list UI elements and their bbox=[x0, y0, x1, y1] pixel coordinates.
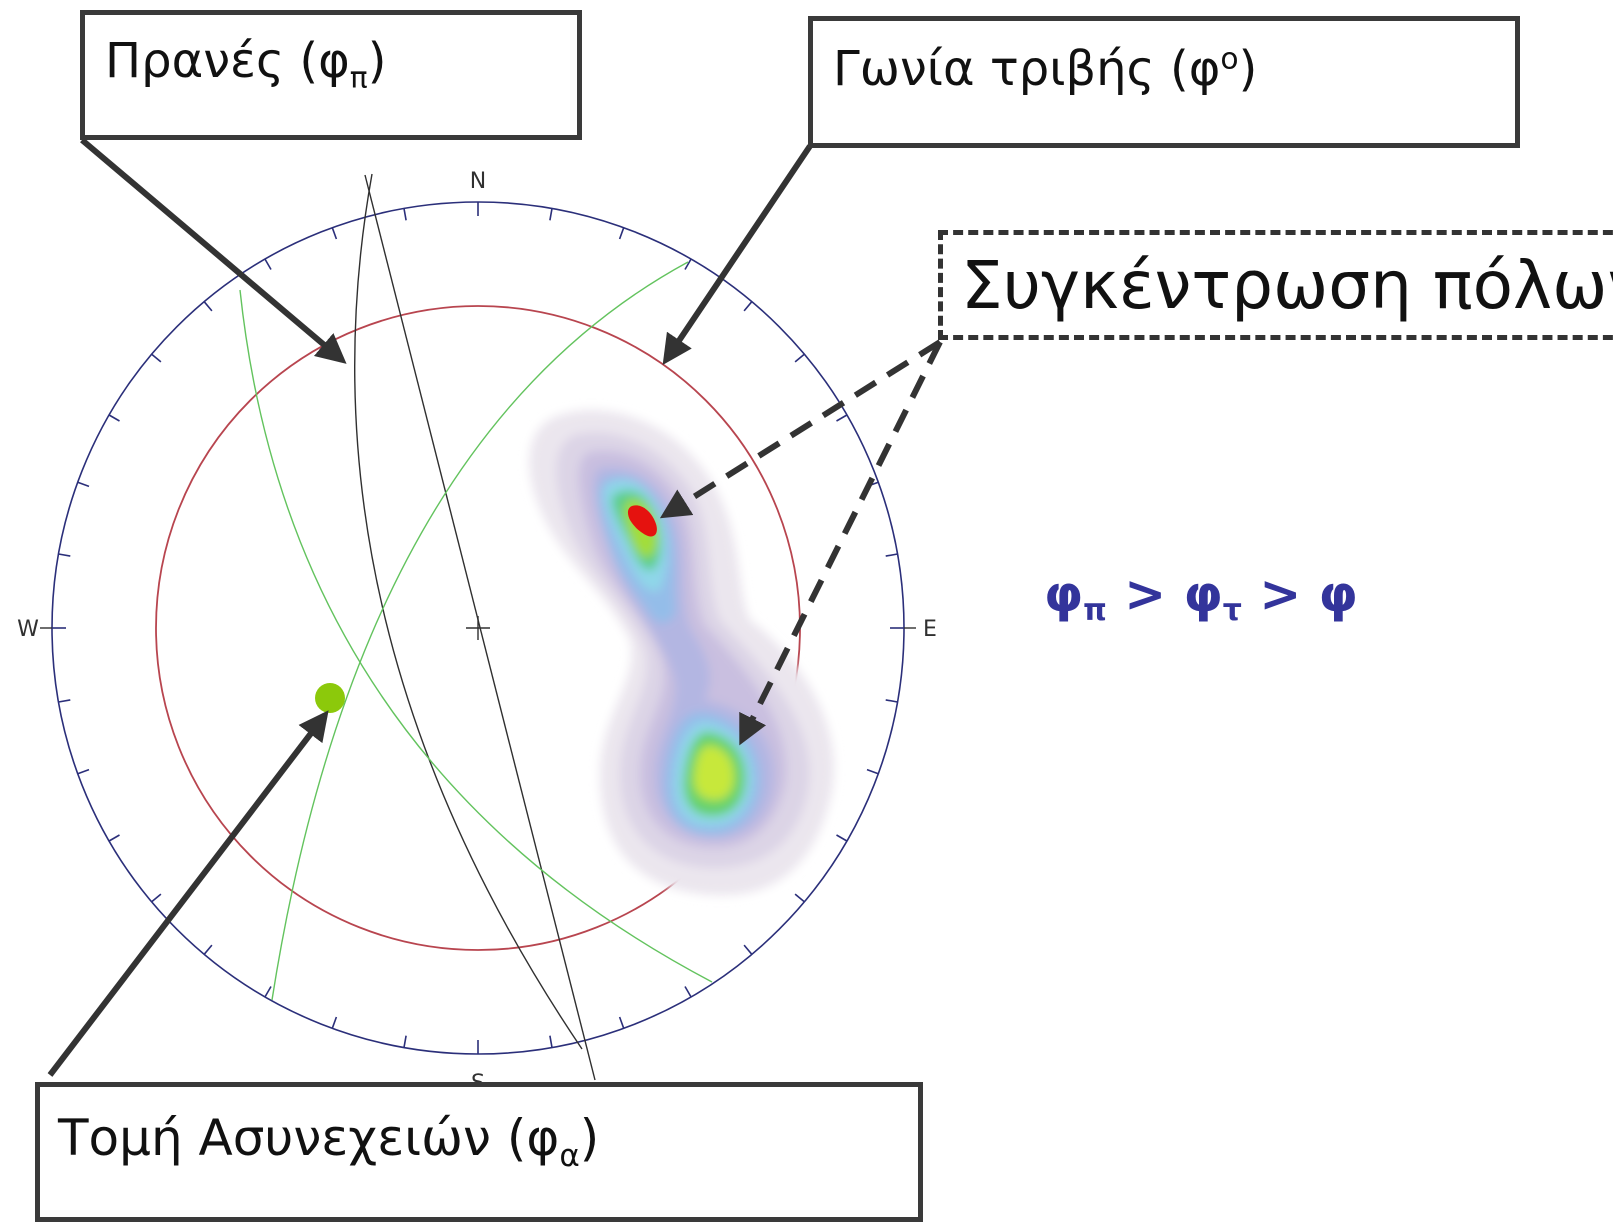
azimuth-tick bbox=[331, 227, 338, 240]
relation-sub-tau: τ bbox=[1222, 593, 1242, 628]
azimuth-ticks bbox=[52, 202, 904, 1054]
slope-label-suffix: ) bbox=[367, 33, 387, 89]
relation-sub-pi: π bbox=[1083, 593, 1107, 628]
azimuth-tick bbox=[264, 986, 272, 998]
pole-concentration-label-box: Συγκέντρωση πόλων bbox=[938, 230, 1613, 340]
azimuth-tick bbox=[108, 834, 120, 842]
azimuth-tick bbox=[264, 258, 272, 270]
pole-concentration-label-text: Συγκέντρωση πόλων bbox=[961, 247, 1613, 324]
slope-label-text: Πρανές (φ bbox=[105, 33, 350, 89]
azimuth-tick bbox=[618, 227, 625, 240]
azimuth-tick bbox=[403, 208, 407, 221]
azimuth-tick bbox=[794, 353, 805, 363]
north-label: N bbox=[470, 169, 486, 194]
west-label: W bbox=[17, 617, 39, 642]
azimuth-tick bbox=[743, 301, 753, 312]
intersection-label-text: Τομή Ασυνεχειών (φ bbox=[58, 1109, 560, 1167]
azimuth-tick bbox=[58, 699, 71, 703]
azimuth-tick bbox=[203, 944, 213, 955]
azimuth-tick bbox=[331, 1016, 338, 1029]
relation-gt-1: > bbox=[1124, 565, 1167, 623]
azimuth-tick bbox=[836, 414, 848, 422]
intersection-label-suffix: ) bbox=[579, 1109, 600, 1167]
contour-level-8b bbox=[693, 745, 735, 801]
discontinuity-plane-1 bbox=[239, 289, 713, 983]
relation-gt-2: > bbox=[1259, 565, 1302, 623]
azimuth-tick bbox=[549, 1035, 553, 1048]
pole-density-contours bbox=[529, 410, 834, 896]
azimuth-tick bbox=[885, 699, 898, 703]
discontinuity-plane-2 bbox=[271, 261, 689, 1001]
azimuth-tick bbox=[403, 1035, 407, 1048]
friction-angle-label-superscript: ο bbox=[1220, 41, 1239, 77]
friction-arrow bbox=[662, 144, 813, 365]
azimuth-tick bbox=[58, 553, 71, 557]
relation-phi-1: φ bbox=[1044, 565, 1084, 623]
azimuth-tick bbox=[684, 258, 692, 270]
friction-angle-label-box: Γωνία τριβής (φο) bbox=[808, 16, 1520, 148]
azimuth-tick bbox=[618, 1016, 625, 1029]
azimuth-tick bbox=[866, 768, 879, 775]
friction-angle-label-suffix: ) bbox=[1238, 41, 1258, 97]
friction-angle-label-text: Γωνία τριβής (φ bbox=[833, 41, 1221, 97]
azimuth-tick bbox=[549, 208, 553, 221]
east-label: E bbox=[923, 617, 937, 642]
pole-arrow-upper bbox=[659, 339, 942, 519]
azimuth-tick bbox=[77, 768, 90, 775]
azimuth-tick bbox=[885, 553, 898, 557]
slope-great-circle bbox=[354, 173, 583, 1050]
azimuth-tick bbox=[743, 944, 753, 955]
azimuth-tick bbox=[794, 893, 805, 903]
azimuth-tick bbox=[151, 353, 162, 363]
relation-phi-3: φ bbox=[1318, 565, 1358, 623]
azimuth-tick bbox=[684, 986, 692, 998]
azimuth-tick bbox=[108, 414, 120, 422]
azimuth-tick bbox=[151, 893, 162, 903]
azimuth-tick bbox=[836, 834, 848, 842]
intersection-point bbox=[315, 683, 345, 713]
relation-phi-2: φ bbox=[1183, 565, 1223, 623]
angle-relation: φπ > φτ > φ bbox=[1044, 565, 1358, 628]
slope-arrow bbox=[80, 137, 347, 364]
azimuth-tick bbox=[77, 481, 90, 488]
intersection-label-box: Τομή Ασυνεχειών (φα) bbox=[35, 1082, 923, 1222]
azimuth-tick bbox=[203, 301, 213, 312]
intersection-arrow bbox=[47, 710, 329, 1077]
intersection-label-subscript: α bbox=[559, 1137, 580, 1174]
slope-label-box: Πρανές (φπ) bbox=[80, 10, 582, 140]
slope-label-subscript: π bbox=[349, 60, 368, 96]
pole-maximum bbox=[627, 505, 657, 537]
